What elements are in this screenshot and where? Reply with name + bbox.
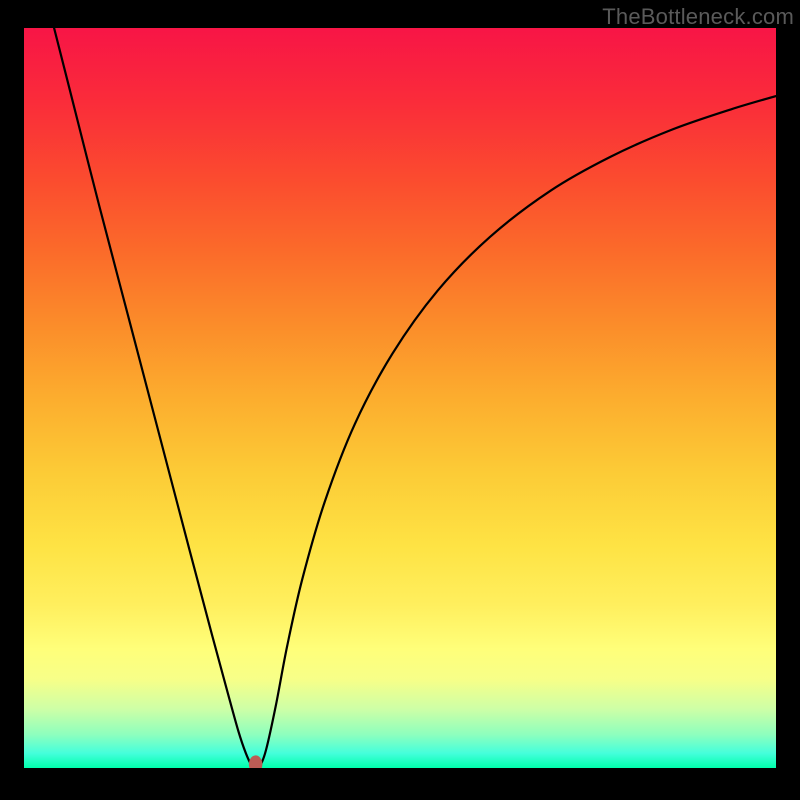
chart-plot-area — [24, 28, 776, 768]
chart-background — [24, 28, 776, 768]
stage: TheBottleneck.com — [0, 0, 800, 800]
chart-svg — [24, 28, 776, 768]
attribution-label: TheBottleneck.com — [602, 4, 794, 30]
